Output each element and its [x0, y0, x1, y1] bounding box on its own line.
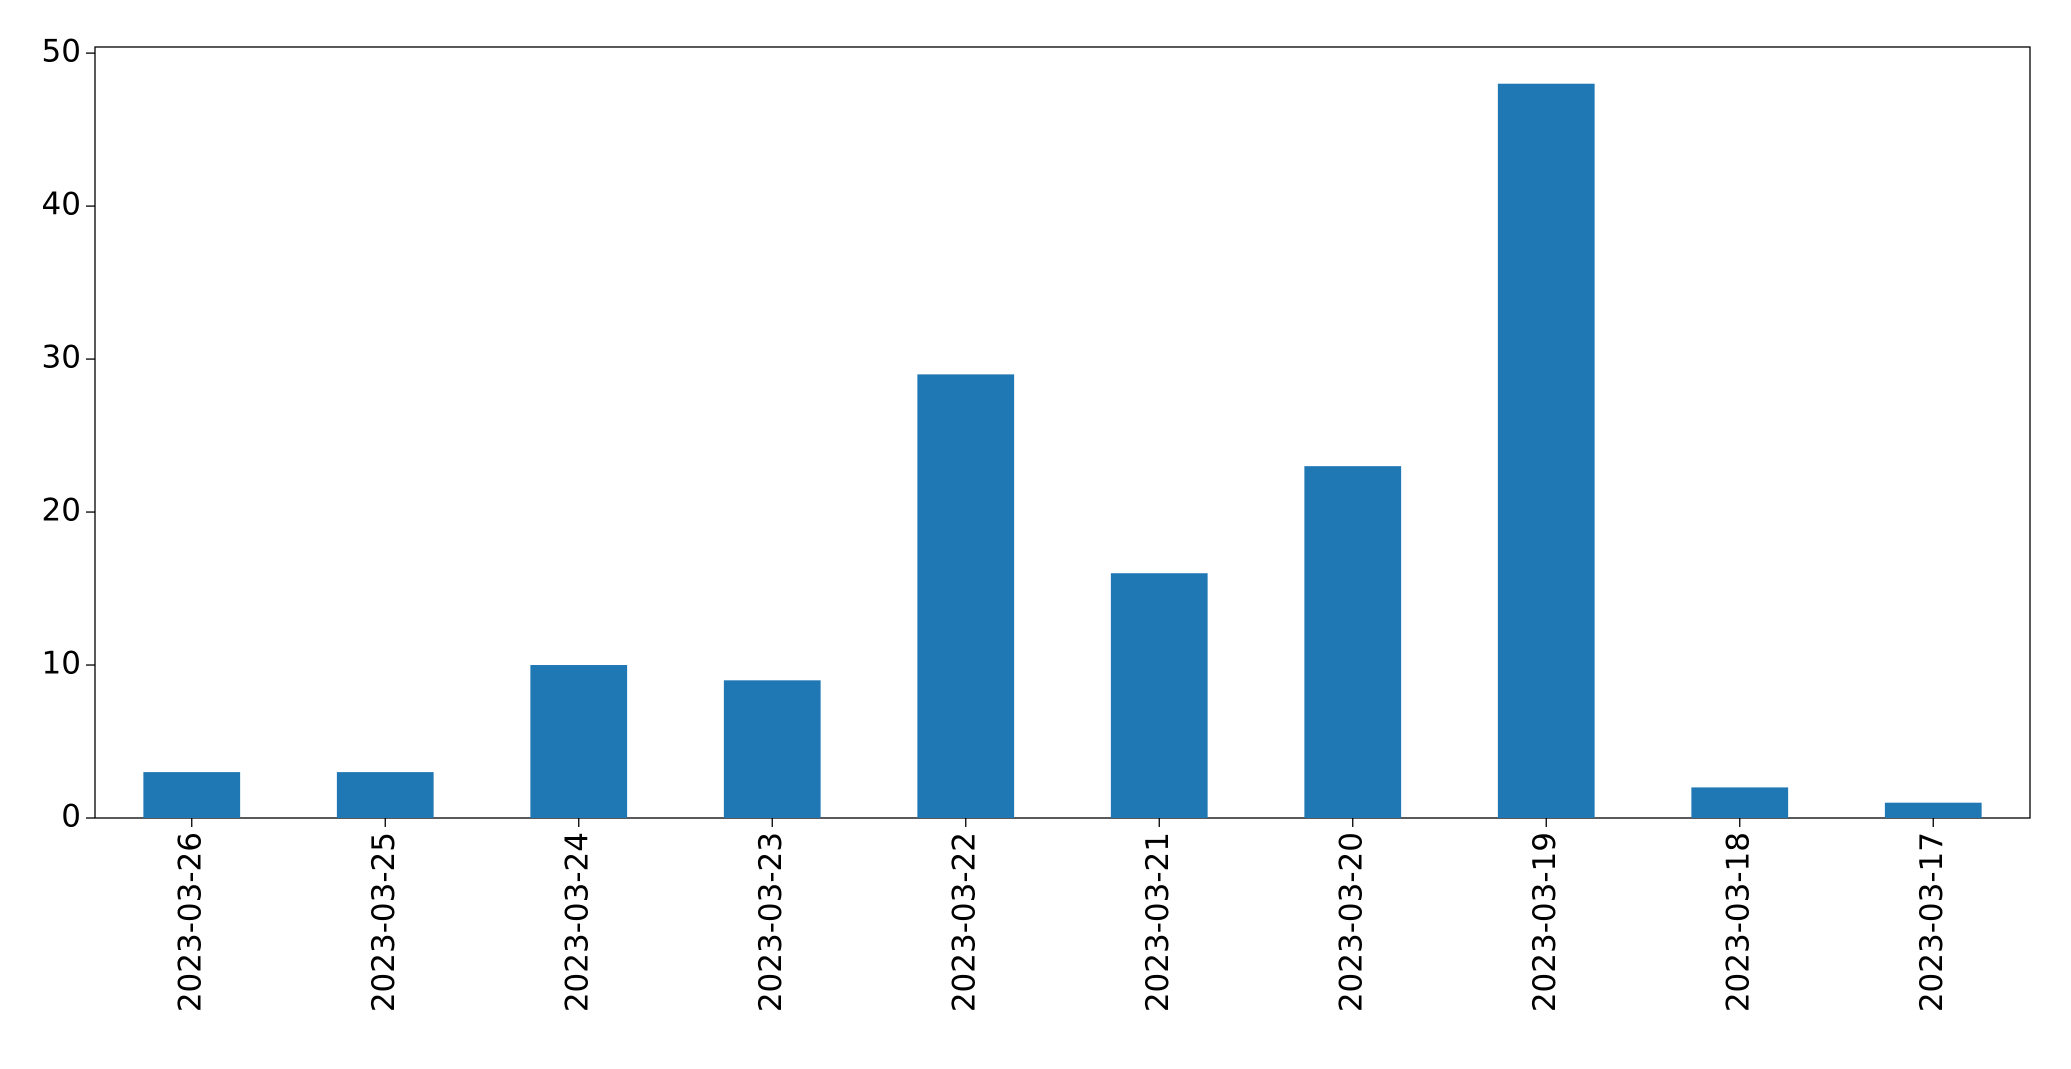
x-tick-label: 2023-03-25: [366, 832, 402, 1012]
x-tick-label: 2023-03-17: [1914, 832, 1950, 1012]
bar: [1110, 573, 1208, 818]
bar: [1497, 83, 1595, 818]
bar: [530, 665, 628, 818]
y-tick-label: 40: [42, 187, 81, 223]
y-tick-label: 30: [42, 340, 81, 376]
bar: [1304, 466, 1402, 818]
x-tick-label: 2023-03-18: [1720, 832, 1756, 1012]
x-tick-label: 2023-03-19: [1527, 832, 1563, 1012]
x-tick-label: 2023-03-26: [172, 832, 208, 1012]
x-tick-label: 2023-03-22: [946, 832, 982, 1012]
bar: [723, 680, 821, 818]
y-tick-label: 0: [61, 799, 81, 835]
plot-frame: [94, 46, 2031, 819]
y-tick-label: 50: [42, 34, 81, 70]
y-tick-label: 20: [42, 493, 81, 529]
x-tick-label: 2023-03-20: [1333, 832, 1369, 1012]
bar: [336, 772, 434, 818]
x-tick-label: 2023-03-23: [753, 832, 789, 1012]
bar: [1884, 802, 1982, 818]
x-tick-label: 2023-03-24: [559, 832, 595, 1012]
x-tick-label: 2023-03-21: [1140, 832, 1176, 1012]
y-tick-label: 10: [42, 646, 81, 682]
bar: [1691, 787, 1789, 818]
bar: [143, 772, 241, 818]
bar: [917, 374, 1015, 818]
